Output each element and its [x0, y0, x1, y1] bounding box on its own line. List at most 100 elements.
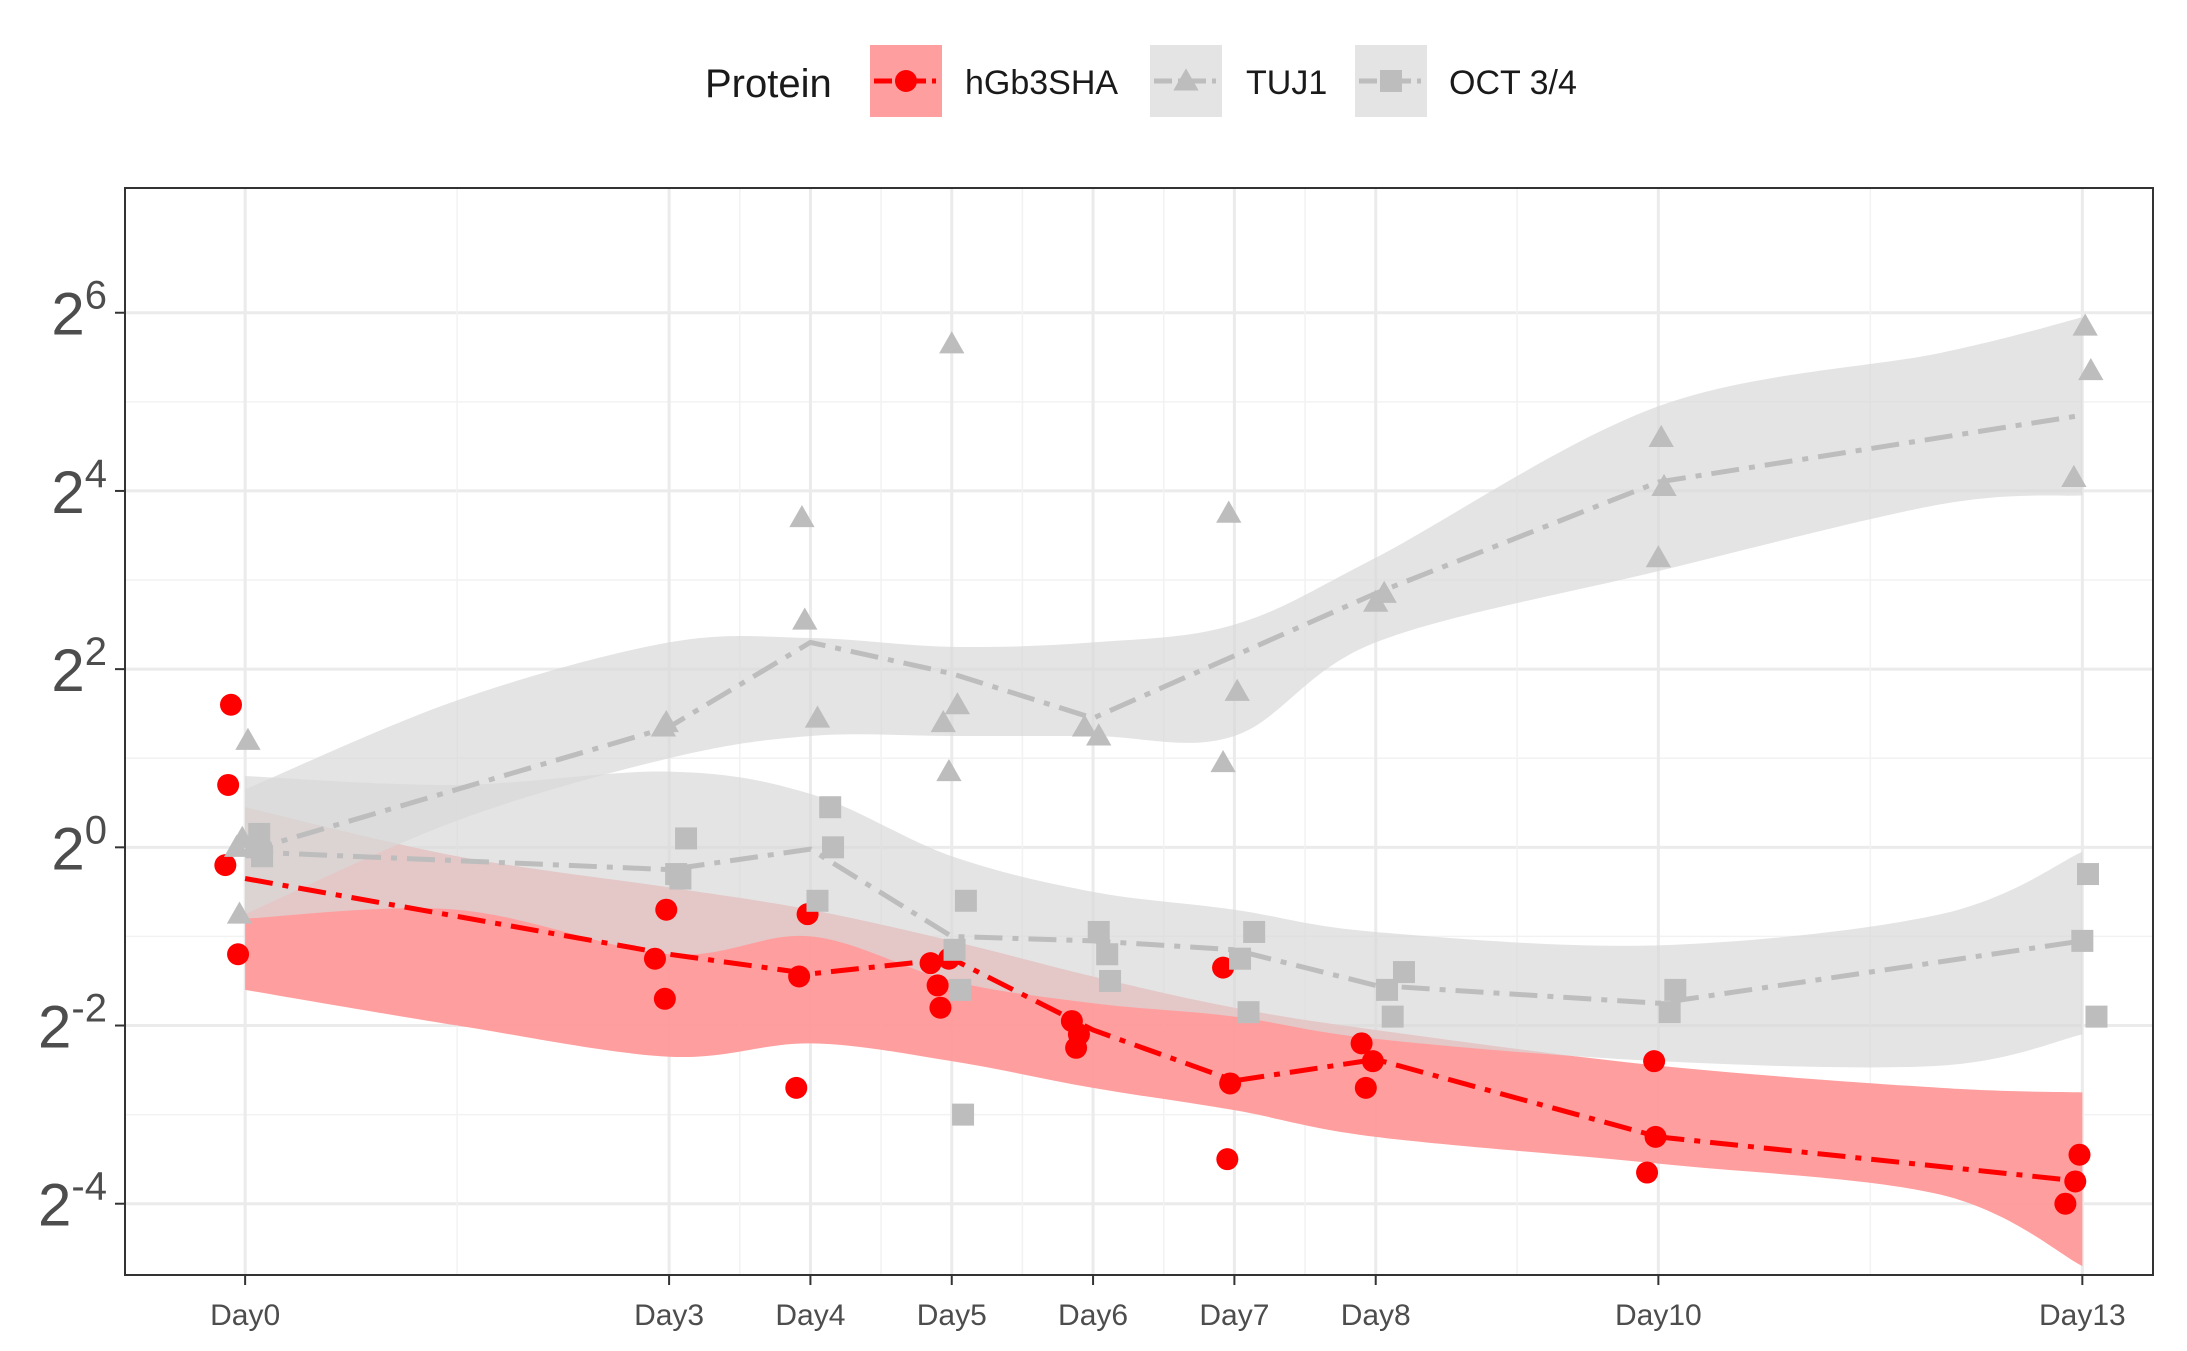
- legend-key-marker-hgb3sha: [895, 70, 917, 92]
- point-tuj1: [1224, 678, 1250, 701]
- point-oct-3-4: [2071, 929, 2094, 952]
- point-tuj1: [1216, 500, 1242, 523]
- y-tick-label: 24: [51, 452, 107, 526]
- point-tuj1: [936, 758, 962, 782]
- legend-title: Protein: [705, 62, 832, 106]
- point-hgb3sha: [1350, 1032, 1373, 1055]
- point-hgb3sha: [1644, 1125, 1667, 1148]
- x-tick-label: Day0: [210, 1299, 280, 1332]
- band-oct-3-4: [245, 771, 2083, 1068]
- point-oct-3-4: [819, 796, 842, 819]
- point-hgb3sha: [219, 693, 242, 716]
- point-oct-3-4: [1099, 969, 1122, 992]
- point-tuj1: [930, 709, 956, 733]
- x-tick-label: Day6: [1058, 1299, 1128, 1332]
- legend: Protein hGb3SHA TUJ1 OCT 3/4: [705, 45, 1577, 117]
- point-tuj1: [1645, 545, 1672, 568]
- y-tick-label: 26: [51, 274, 107, 348]
- plot-panel-border: [124, 187, 2154, 1276]
- point-hgb3sha: [1212, 956, 1235, 979]
- legend-label-tuj1: TUJ1: [1246, 64, 1327, 102]
- point-tuj1: [1210, 750, 1236, 773]
- y-axis: 2-4 2-2 20 22 24 26: [38, 274, 125, 1239]
- y-tick-label: 22: [51, 630, 107, 704]
- point-tuj1: [1071, 714, 1098, 737]
- band-tuj1: [245, 317, 2083, 915]
- point-oct-3-4: [1658, 1001, 1681, 1024]
- point-tuj1: [1086, 723, 1112, 746]
- confidence-bands: [245, 317, 2083, 1267]
- point-oct-3-4: [943, 938, 966, 961]
- point-oct-3-4: [949, 978, 972, 1001]
- point-tuj1: [226, 901, 253, 924]
- point-hgb3sha: [1354, 1076, 1377, 1099]
- point-oct-3-4: [2076, 863, 2099, 886]
- legend-label-hgb3sha: hGb3SHA: [965, 64, 1118, 102]
- point-oct-3-4: [1664, 978, 1687, 1001]
- point-hgb3sha: [653, 987, 676, 1010]
- data-points: [214, 313, 2108, 1215]
- point-oct-3-4: [675, 827, 698, 850]
- point-oct-3-4: [1229, 947, 1252, 970]
- x-tick-label: Day4: [775, 1299, 845, 1332]
- point-tuj1: [1371, 580, 1397, 603]
- point-tuj1: [2061, 464, 2087, 488]
- point-oct-3-4: [669, 867, 692, 890]
- point-oct-3-4: [248, 822, 271, 845]
- y-tick-label: 2-4: [38, 1165, 107, 1239]
- point-tuj1: [804, 705, 831, 728]
- point-tuj1: [2072, 313, 2098, 336]
- point-oct-3-4: [1243, 920, 1266, 943]
- point-oct-3-4: [1237, 1001, 1260, 1024]
- trend-line-tuj1: [244, 412, 2083, 855]
- trend-line-hgb3sha: [244, 876, 2083, 1184]
- x-axis: Day0 Day3 Day4 Day5 Day6 Day7 Day8 Day10 Day13: [210, 1275, 2126, 1332]
- point-tuj1: [2078, 358, 2104, 381]
- point-oct-3-4: [954, 889, 977, 912]
- x-tick-label: Day10: [1615, 1299, 1702, 1332]
- point-oct-3-4: [1087, 920, 1110, 943]
- point-tuj1: [944, 692, 971, 715]
- y-tick-label: 2-2: [38, 987, 107, 1061]
- point-tuj1: [235, 727, 261, 750]
- point-oct-3-4: [806, 889, 829, 912]
- point-hgb3sha: [926, 974, 949, 997]
- point-hgb3sha: [1067, 1023, 1090, 1046]
- x-tick-label: Day5: [917, 1299, 987, 1332]
- point-hgb3sha: [785, 1076, 808, 1099]
- point-tuj1: [939, 331, 965, 354]
- point-hgb3sha: [1219, 1072, 1242, 1095]
- legend-label-oct-3-4: OCT 3/4: [1449, 64, 1577, 102]
- point-tuj1: [1651, 473, 1677, 496]
- point-hgb3sha: [2064, 1170, 2087, 1193]
- point-hgb3sha: [929, 996, 952, 1019]
- point-tuj1: [223, 834, 250, 857]
- point-tuj1: [792, 607, 818, 630]
- point-hgb3sha: [1636, 1161, 1659, 1184]
- point-oct-3-4: [251, 845, 274, 868]
- point-hgb3sha: [214, 854, 237, 877]
- x-tick-label: Day8: [1341, 1299, 1411, 1332]
- x-tick-label: Day13: [2039, 1299, 2126, 1332]
- legend-key-marker-oct-3-4: [1380, 70, 1402, 92]
- point-oct-3-4: [822, 836, 845, 859]
- point-hgb3sha: [643, 947, 666, 970]
- point-hgb3sha: [655, 898, 678, 921]
- point-oct-3-4: [1376, 978, 1399, 1001]
- point-oct-3-4: [1096, 943, 1119, 966]
- point-oct-3-4: [1381, 1005, 1404, 1028]
- point-hgb3sha: [217, 773, 240, 796]
- legend-key-marker-tuj1: [1173, 68, 1199, 91]
- y-tick-label: 20: [51, 808, 107, 882]
- point-hgb3sha: [1643, 1050, 1666, 1073]
- point-oct-3-4: [1392, 961, 1415, 984]
- point-tuj1: [1648, 424, 1674, 447]
- point-hgb3sha: [919, 952, 942, 975]
- x-tick-label: Day3: [634, 1299, 704, 1332]
- point-hgb3sha: [227, 943, 250, 966]
- point-tuj1: [653, 709, 679, 733]
- point-hgb3sha: [1361, 1050, 1384, 1073]
- point-tuj1: [789, 505, 815, 528]
- point-oct-3-4: [952, 1103, 975, 1126]
